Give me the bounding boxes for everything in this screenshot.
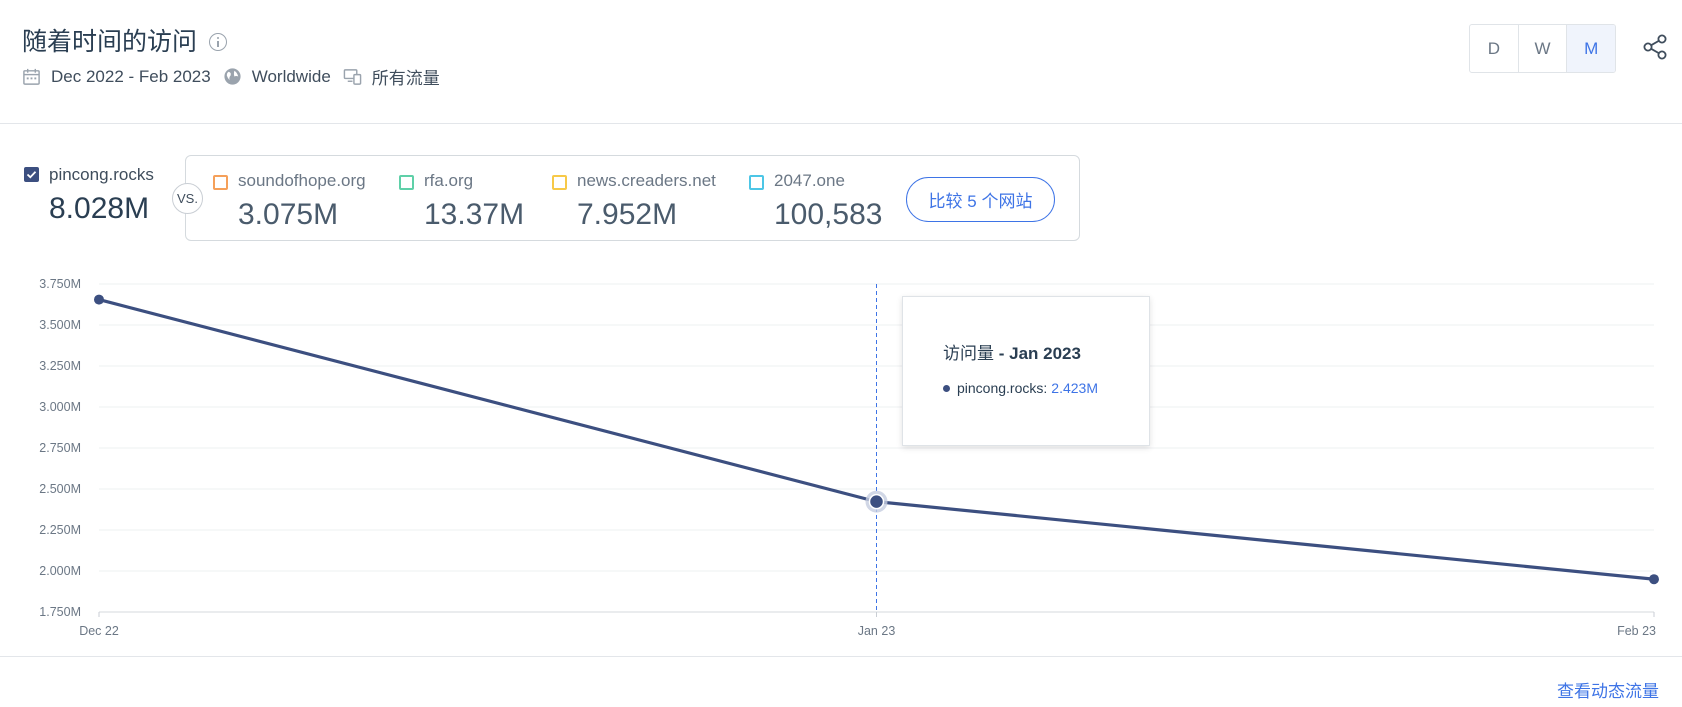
title-text: 随着时间的访问 <box>22 28 198 56</box>
traffic-type: 所有流量 <box>371 69 440 88</box>
tooltip-row: pincong.rocks: 2.423M <box>943 380 1098 396</box>
competitor-checkbox[interactable] <box>749 175 764 190</box>
tooltip-metric: 访问量 <box>943 344 994 363</box>
region: Worldwide <box>251 66 331 86</box>
footer-divider <box>0 656 1682 657</box>
competitor-box: soundofhope.org 3.075M rfa.org 13.37M ne… <box>185 155 1080 241</box>
x-tick-label: Dec 22 <box>79 624 119 638</box>
y-tick-label: 2.500M <box>39 482 81 496</box>
visits-line-chart: 1.750M 2.000M 2.250M 2.500M 2.750M 3.000M 3.25… <box>39 277 1659 638</box>
tooltip-title: 访问量 - Jan 2023 <box>943 339 1081 364</box>
widget-header: 随着时间的访问 Dec 2022 - Feb 2023 Worldwide 所有… <box>0 0 1682 124</box>
y-tick-label: 2.000M <box>39 564 81 578</box>
competitor-name: soundofhope.org <box>238 171 366 190</box>
y-tick-label: 2.250M <box>39 523 81 537</box>
competitor-name: 2047.one <box>774 171 845 190</box>
competitor-value: 7.952M <box>577 198 678 231</box>
competitor-name: news.creaders.net <box>577 171 716 190</box>
data-point <box>868 493 885 510</box>
y-tick-label: 3.000M <box>39 400 81 414</box>
tooltip-separator: - <box>994 344 1010 363</box>
view-dynamic-traffic-link[interactable]: 查看动态流量 <box>1557 682 1659 701</box>
granularity-m-button[interactable]: M <box>1567 25 1615 72</box>
x-tick-label: Jan 23 <box>858 624 896 638</box>
tooltip-site: pincong.rocks: <box>957 380 1048 396</box>
compare-sites-button[interactable]: 比较 5 个网站 <box>906 177 1055 222</box>
date-range: Dec 2022 - Feb 2023 <box>51 66 211 86</box>
x-tick-label: Feb 23 <box>1617 624 1656 638</box>
competitor-checkbox[interactable] <box>552 175 567 190</box>
granularity-d-button[interactable]: D <box>1470 25 1519 72</box>
competitor-checkbox[interactable] <box>399 175 414 190</box>
y-tick-label: 3.750M <box>39 277 81 291</box>
competitor-value: 13.37M <box>424 198 525 231</box>
vs-badge: VS. <box>172 183 203 214</box>
series-dot-icon <box>943 384 950 392</box>
globe-icon <box>224 68 241 85</box>
devices-icon <box>343 69 362 85</box>
competitor-value: 100,583 <box>774 198 883 231</box>
filter-meta: Dec 2022 - Feb 2023 Worldwide 所有流量 <box>22 64 452 89</box>
calendar-icon <box>23 68 40 85</box>
granularity-toggle: D W M <box>1469 24 1616 73</box>
chart-tooltip: 访问量 - Jan 2023 pincong.rocks: 2.423M <box>902 296 1150 446</box>
primary-site-value: 8.028M <box>49 192 150 225</box>
y-tick-label: 2.750M <box>39 441 81 455</box>
y-tick-label: 1.750M <box>39 605 81 619</box>
primary-site-checkbox[interactable] <box>24 167 39 182</box>
tooltip-period: Jan 2023 <box>1009 344 1081 363</box>
data-point <box>1649 574 1659 585</box>
competitor-checkbox[interactable] <box>213 175 228 190</box>
info-icon[interactable] <box>209 33 228 51</box>
y-tick-label: 3.500M <box>39 318 81 332</box>
granularity-w-button[interactable]: W <box>1519 25 1568 72</box>
primary-site-name: pincong.rocks <box>49 165 154 184</box>
competitor-name: rfa.org <box>424 171 474 190</box>
widget-title: 随着时间的访问 <box>22 22 228 58</box>
checkmark-icon <box>26 171 37 179</box>
share-icon[interactable] <box>1640 32 1670 62</box>
data-point <box>94 294 104 305</box>
competitor-value: 3.075M <box>238 198 339 231</box>
tooltip-value: 2.423M <box>1051 380 1098 396</box>
y-tick-label: 3.250M <box>39 359 81 373</box>
